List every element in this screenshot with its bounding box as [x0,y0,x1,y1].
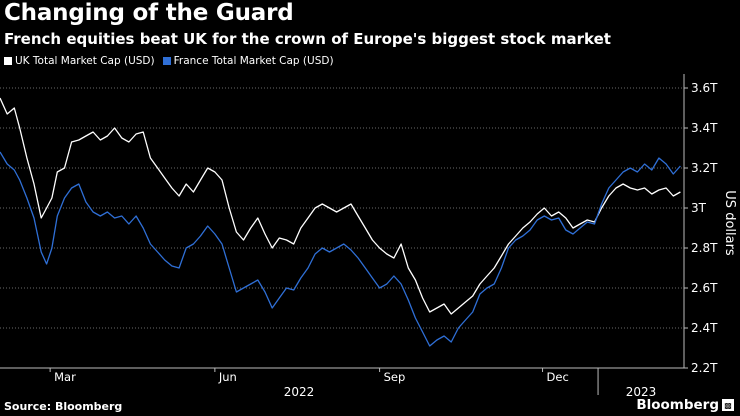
y-tick-label: 3.4T [691,121,718,135]
x-tick-label: Jun [218,370,237,384]
bloomberg-badge-icon: ▩ [722,399,734,411]
legend-item-uk: UK Total Market Cap (USD) [4,55,155,67]
x-tick-label: Dec [547,370,569,384]
year-label: 2023 [626,385,657,399]
y-tick-label: 2.6T [691,281,718,295]
chart-title: Changing of the Guard [4,0,294,26]
legend-swatch-france [162,57,171,65]
source-note: Source: Bloomberg [4,400,123,413]
legend: UK Total Market Cap (USD) France Total M… [4,55,334,67]
series-line-france [0,151,681,347]
y-tick-label: 2.4T [691,321,718,335]
y-tick-label: 2.8T [691,241,718,255]
series-line-uk [0,97,681,315]
year-label: 2022 [284,385,315,399]
y-tick-label: 3.2T [691,161,718,175]
chart-subtitle: French equities beat UK for the crown of… [4,30,611,48]
x-tick-label: Sep [384,370,406,384]
y-axis-title: US dollars [722,190,737,256]
y-tick-label: 3.6T [691,81,718,95]
legend-item-france: France Total Market Cap (USD) [162,55,334,67]
legend-label-uk: UK Total Market Cap (USD) [15,55,155,67]
x-tick-label: Mar [54,370,76,384]
y-tick-label: 2.2T [691,361,718,375]
y-tick-label: 3T [691,201,707,215]
legend-label-france: France Total Market Cap (USD) [173,55,334,67]
brand-logo: Bloomberg ▩ [636,397,734,413]
legend-swatch-uk [4,57,12,65]
brand-name: Bloomberg [636,397,719,413]
